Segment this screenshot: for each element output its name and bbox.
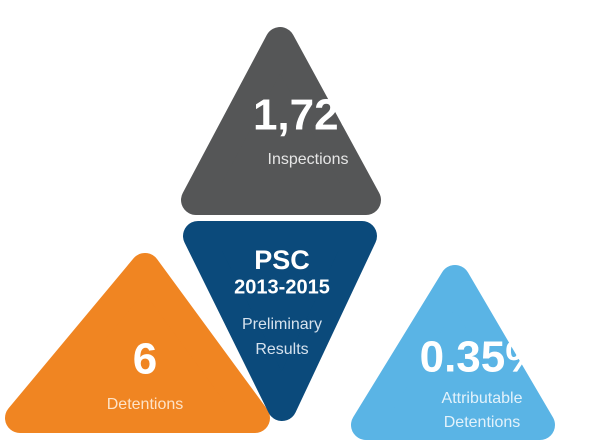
center-line: Preliminary [242, 316, 322, 333]
right-triangle [351, 265, 555, 440]
center-line: Results [255, 341, 308, 358]
left-triangle [5, 253, 270, 433]
top-value: 1,726 [253, 91, 363, 140]
top-label: Inspections [268, 151, 349, 168]
center-triangle [183, 221, 377, 421]
right-value: 0.35% [420, 333, 545, 382]
center-title: PSC [254, 245, 310, 275]
left-value: 6 [133, 335, 157, 384]
top-triangle [181, 27, 381, 215]
center-subtitle: 2013-2015 [234, 276, 330, 298]
right-line: Detentions [444, 414, 521, 431]
left-label: Detentions [107, 396, 184, 413]
right-line: Attributable [442, 390, 523, 407]
